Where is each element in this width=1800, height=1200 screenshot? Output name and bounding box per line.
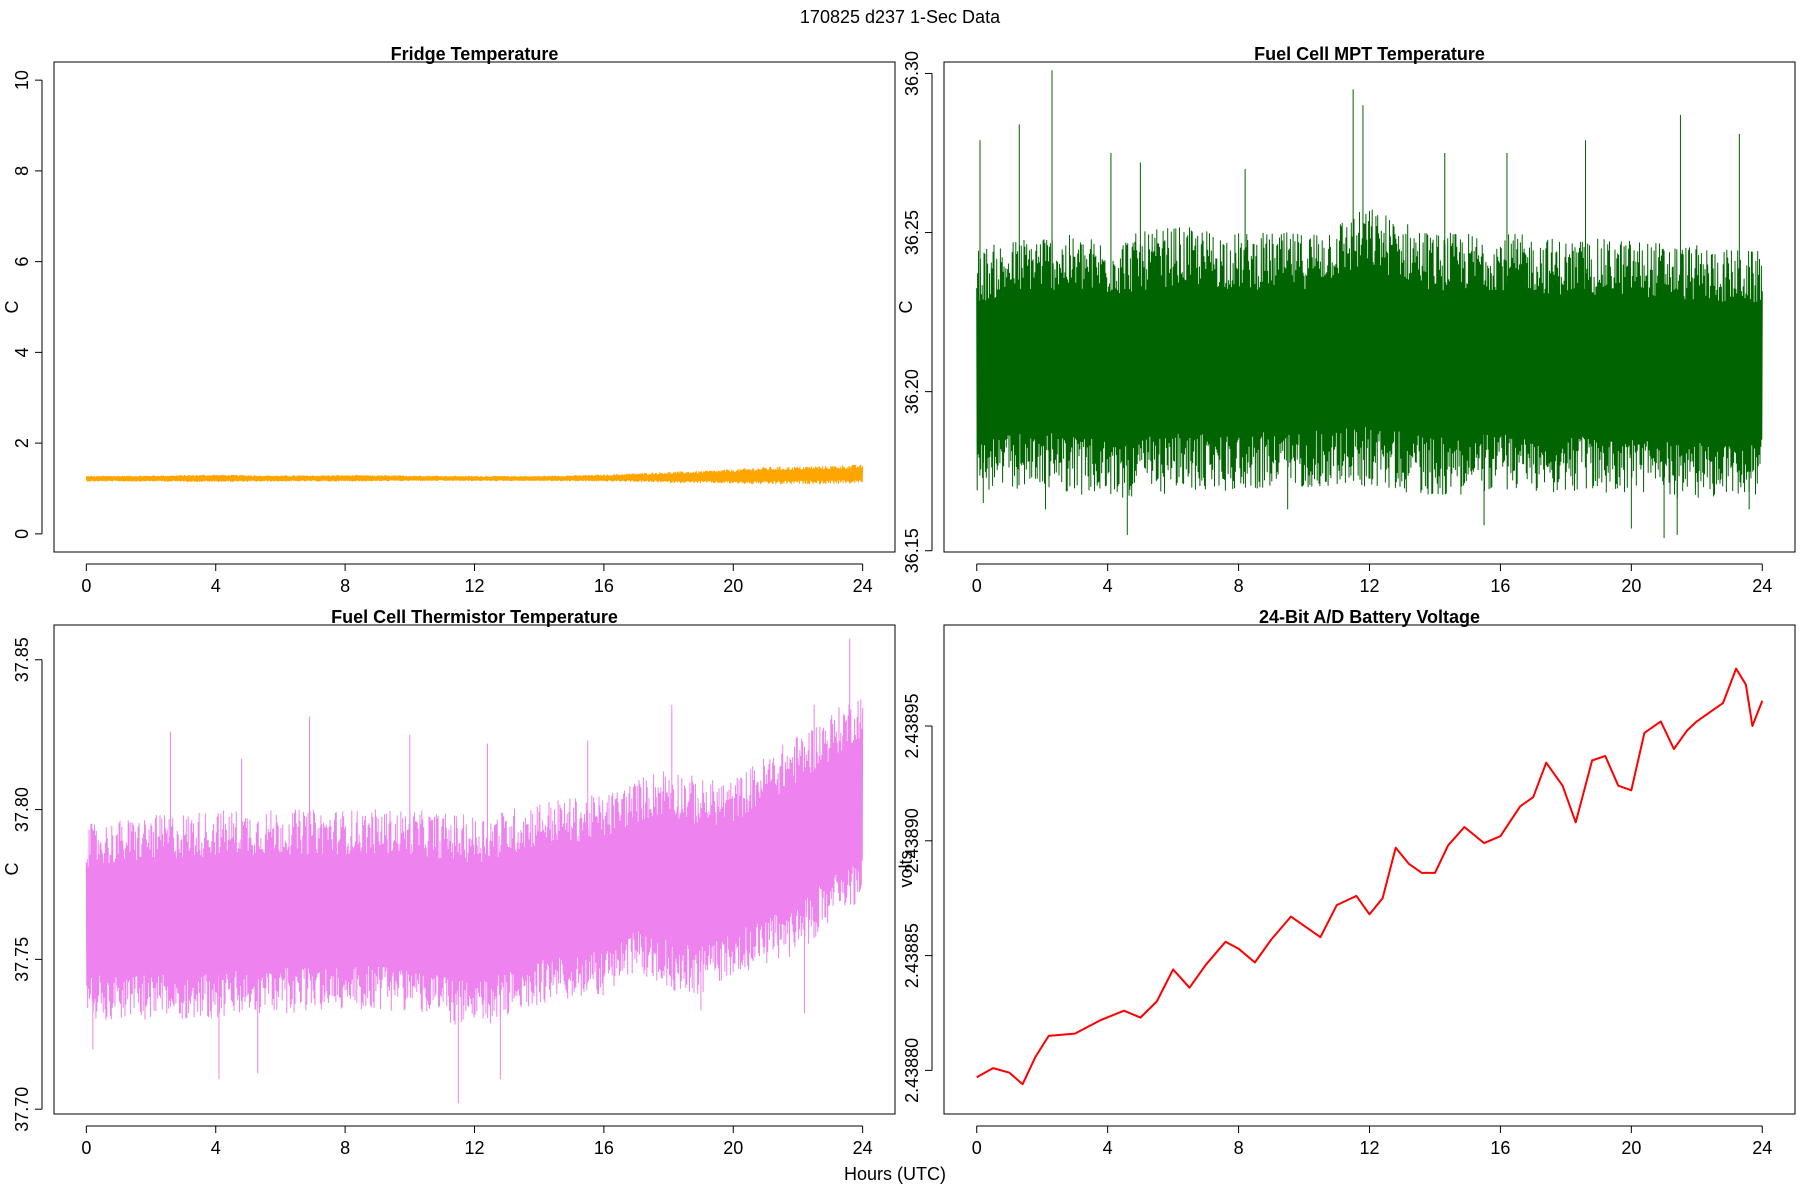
plot-series	[85, 464, 864, 485]
x-tick-label: 4	[211, 576, 221, 596]
x-axis: 0 4 8 12 16 20 24	[972, 563, 1772, 596]
plot-frame	[53, 624, 896, 1115]
x-tick-label: 20	[1621, 1138, 1641, 1158]
y-tick-label: 8	[12, 166, 32, 176]
x-tick-label: 16	[1490, 1138, 1510, 1158]
x-tick-label: 0	[81, 1138, 91, 1158]
y-axis-label: C	[2, 301, 22, 314]
x-tick-label: 8	[1234, 1138, 1244, 1158]
plot-title: Fuel Cell Thermistor Temperature	[331, 607, 618, 627]
plot-frame	[943, 61, 1796, 553]
y-tick-label: 37.80	[12, 787, 32, 832]
figure-xlabel: Hours (UTC)	[844, 1164, 946, 1184]
x-tick-label: 8	[340, 576, 350, 596]
y-axis: 2.43880 2.43885 2.43890 2.43895	[902, 693, 933, 1103]
y-tick-label: 37.70	[12, 1087, 32, 1132]
x-tick-label: 4	[211, 1138, 221, 1158]
x-axis: 0 4 8 12 16 20 24	[972, 1125, 1772, 1158]
y-tick-label: 36.15	[902, 528, 922, 573]
x-tick-label: 8	[1234, 576, 1244, 596]
x-tick-label: 20	[723, 1138, 743, 1158]
plot-title: Fridge Temperature	[391, 44, 559, 64]
series-line	[976, 667, 1764, 1086]
x-tick-label: 24	[1752, 576, 1772, 596]
y-tick-label: 2.43895	[902, 693, 922, 758]
x-axis: 0 4 8 12 16 20 24	[81, 563, 873, 596]
y-axis-label: C	[896, 301, 916, 314]
x-axis: 0 4 8 12 16 20 24	[81, 1125, 873, 1158]
x-tick-label: 4	[1103, 1138, 1113, 1158]
plot-frame	[943, 624, 1796, 1115]
y-axis: 36.15 36.20 36.25 36.30	[902, 51, 933, 573]
x-tick-label: 16	[594, 576, 614, 596]
y-tick-label: 36.20	[902, 369, 922, 414]
x-tick-label: 24	[853, 1138, 873, 1158]
x-tick-label: 8	[340, 1138, 350, 1158]
x-tick-label: 12	[1359, 576, 1379, 596]
panel-fuel-cell-thermistor-temperature: Fuel Cell Thermistor Temperature C 0 4 8 12…	[2, 607, 896, 1158]
y-tick-label: 0	[12, 529, 32, 539]
x-tick-label: 12	[1359, 1138, 1379, 1158]
y-tick-label: 2.43885	[902, 923, 922, 988]
figure-suptitle: 170825 d237 1-Sec Data	[800, 7, 1001, 27]
y-tick-label: 2.43880	[902, 1038, 922, 1103]
x-tick-label: 12	[464, 1138, 484, 1158]
x-tick-label: 0	[972, 576, 982, 596]
plot-title: 24-Bit A/D Battery Voltage	[1259, 607, 1480, 627]
y-tick-label: 2.43890	[902, 808, 922, 873]
y-axis: 0 2 4 6 8 10	[12, 70, 43, 539]
y-tick-label: 37.75	[12, 937, 32, 982]
panel-battery-voltage: 24-Bit A/D Battery Voltage volts 0 4 8 12 16…	[896, 607, 1796, 1158]
plot-series	[976, 667, 1764, 1086]
x-tick-label: 4	[1103, 576, 1113, 596]
plot-frame	[53, 61, 896, 553]
y-tick-label: 36.30	[902, 51, 922, 96]
series-trace	[976, 209, 1763, 499]
x-tick-label: 16	[594, 1138, 614, 1158]
x-tick-label: 20	[723, 576, 743, 596]
series-trace	[85, 464, 864, 485]
x-tick-label: 0	[81, 576, 91, 596]
y-axis-label: C	[2, 863, 22, 876]
panel-fuel-cell-mpt-temperature: Fuel Cell MPT Temperature C 0 4 8 12 16 20 24 …	[896, 44, 1796, 596]
x-tick-label: 24	[853, 576, 873, 596]
plot-series	[85, 638, 864, 1104]
x-tick-label: 0	[972, 1138, 982, 1158]
plot-series	[976, 70, 1763, 538]
y-axis-label: volts	[896, 850, 916, 887]
y-tick-label: 2	[12, 438, 32, 448]
x-tick-label: 24	[1752, 1138, 1772, 1158]
x-tick-label: 16	[1490, 576, 1510, 596]
x-tick-label: 20	[1621, 576, 1641, 596]
y-tick-label: 36.25	[902, 210, 922, 255]
x-tick-label: 12	[464, 576, 484, 596]
y-tick-label: 6	[12, 257, 32, 267]
y-axis: 37.70 37.75 37.80 37.85	[12, 637, 43, 1132]
series-trace	[85, 699, 864, 1025]
y-tick-label: 10	[12, 70, 32, 90]
y-tick-label: 37.85	[12, 637, 32, 682]
y-tick-label: 4	[12, 347, 32, 357]
plot-title: Fuel Cell MPT Temperature	[1254, 44, 1485, 64]
